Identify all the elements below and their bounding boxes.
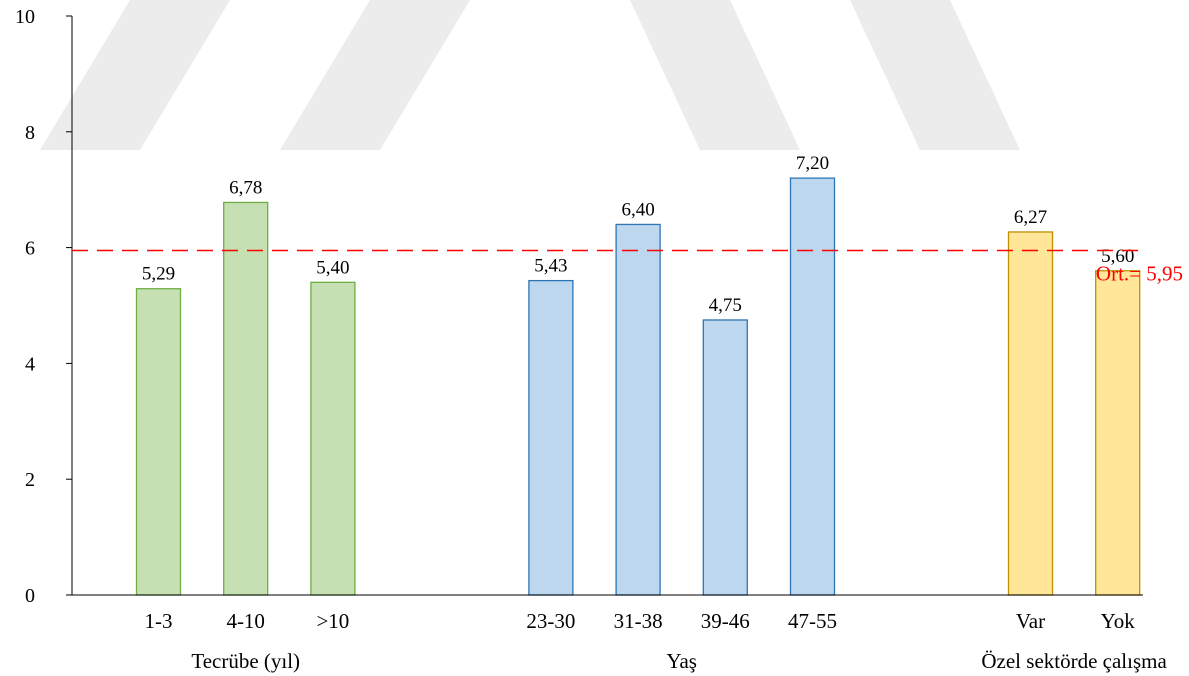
bar-value-label: 4,75 [709,295,742,316]
y-tick-label: 10 [15,6,35,28]
bar-3946 [702,319,748,596]
y-tick-label: 6 [25,238,35,260]
average-label: Ort.= 5,95 [1096,261,1183,285]
bar-2330 [528,279,574,596]
x-tick-label: Var [1016,609,1045,633]
x-tick-label: 4-10 [226,609,265,633]
x-tick-label: 47-55 [788,609,837,633]
bar-value-label: 5,40 [316,257,349,278]
bar-3138 [615,223,661,596]
average-reference-line: Ort.= 5,95 [72,249,1183,285]
x-tick-label: >10 [316,609,349,633]
y-tick-label: 8 [25,122,35,144]
bar-value-label: 7,20 [796,153,829,174]
bar-value-label: 6,78 [229,177,262,198]
bar-Var [1007,231,1054,596]
x-tick-label: 31-38 [614,609,663,633]
x-tick-label: Yok [1101,609,1136,633]
bar-10 [310,281,356,596]
bar-13 [135,288,182,596]
bar-410 [223,201,269,596]
y-tick-label: 0 [25,585,35,607]
x-tick-label: 23-30 [526,609,575,633]
bar-value-label: 5,43 [534,256,567,277]
y-tick-label: 2 [25,469,35,491]
x-tick-label: 39-46 [701,609,750,633]
bar-value-label: 6,40 [621,199,654,220]
bar-4755 [789,177,836,596]
group-label: Tecrübe (yıl) [191,649,300,673]
y-axis: 0 2 4 6 8 10 [15,6,73,607]
x-tick-label: 1-3 [145,609,173,633]
y-tick-label: 4 [25,353,35,375]
bar-value-label: 6,27 [1014,207,1047,228]
bar-value-label: 5,29 [142,264,175,285]
x-axis-labels: 1-3 4-10 >10 Tecrübe (yıl) 23-30 31-38 39-46 47… [145,609,1168,673]
group-label: Yaş [666,649,697,673]
bars: 5,296,785,40 5,436,404,757,206,275,60 [135,153,1141,596]
watermark-stripes [40,0,1020,150]
group-label: Özel sektörde çalışma [981,649,1167,673]
bar-Yok [1095,270,1141,596]
